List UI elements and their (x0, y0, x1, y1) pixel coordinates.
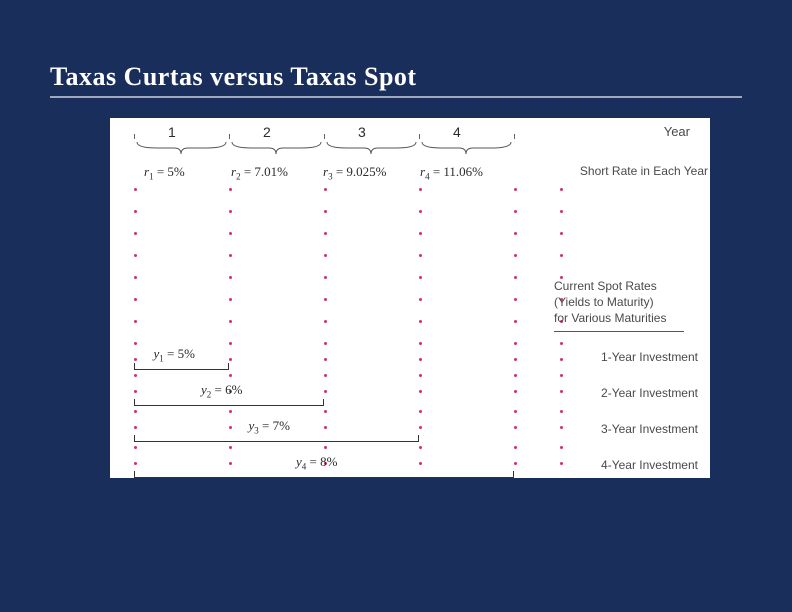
brace-2 (229, 140, 324, 156)
slide: Taxas Curtas versus Taxas Spot 1 2 3 4 Y… (0, 0, 792, 612)
year-4: 4 (453, 124, 461, 140)
investment-row: y4 = 8% 4-Year Investment (128, 456, 704, 478)
year-3: 3 (358, 124, 366, 140)
short-rate-2: r2 = 7.01% (231, 164, 288, 182)
investment-row: y3 = 7% 3-Year Investment (128, 420, 704, 442)
rates-figure: 1 2 3 4 Year (110, 118, 710, 478)
investment-desc: 3-Year Investment (601, 422, 698, 436)
brace-4 (419, 140, 514, 156)
spot-line-1: Current Spot Rates (554, 278, 704, 294)
investment-desc: 4-Year Investment (601, 458, 698, 472)
short-rate-4: r4 = 11.06% (420, 164, 483, 182)
page-title: Taxas Curtas versus Taxas Spot (50, 62, 417, 92)
investment-desc: 2-Year Investment (601, 386, 698, 400)
investment-rate-label: y2 = 6% (201, 382, 242, 400)
spot-rule (554, 331, 684, 332)
spot-line-3: for Various Maturities (554, 310, 704, 326)
investment-row: y2 = 6% 2-Year Investment (128, 384, 704, 406)
brace-1 (134, 140, 229, 156)
year-1: 1 (168, 124, 176, 140)
investment-row: y1 = 5% 1-Year Investment (128, 348, 704, 370)
short-rate-3: r3 = 9.025% (323, 164, 387, 182)
year-2: 2 (263, 124, 271, 140)
year-axis-label: Year (664, 124, 690, 139)
title-underline (50, 96, 742, 98)
investment-rate-label: y3 = 7% (249, 418, 290, 436)
short-rate-1: r1 = 5% (144, 164, 185, 182)
spot-rates-caption: Current Spot Rates (Yields to Maturity) … (554, 278, 704, 338)
investment-rate-label: y4 = 8% (296, 454, 337, 472)
brace-3 (324, 140, 419, 156)
investment-rate-label: y1 = 5% (154, 346, 195, 364)
spot-line-2: (Yields to Maturity) (554, 294, 704, 310)
short-rate-axis-label: Short Rate in Each Year (580, 164, 708, 178)
investment-desc: 1-Year Investment (601, 350, 698, 364)
